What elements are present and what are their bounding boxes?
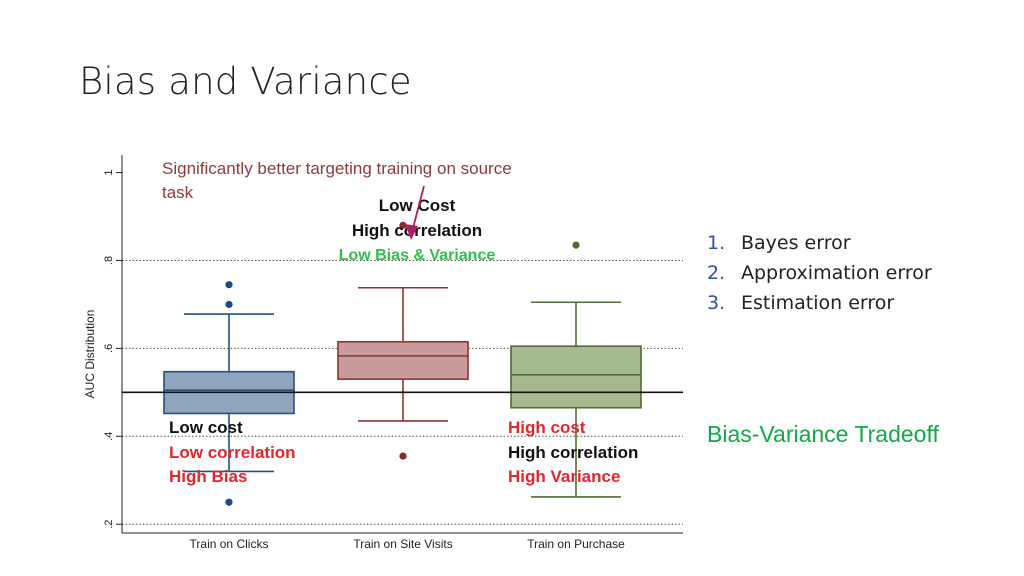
outlier-point [225,498,233,506]
purchase-annotation: High Variance [508,467,620,486]
clicks-annotation: Low correlation [169,443,296,462]
box [510,345,642,409]
clicks-annotation: High Bias [169,467,247,486]
list-item: 1. Bayes error [707,228,932,258]
outlier-point [225,281,233,289]
annotation-arrow-head [405,224,418,240]
outlier-point [399,452,407,460]
tradeoff-label: Bias-Variance Tradeoff [707,421,939,447]
error-list: 1. Bayes error 2. Approximation error 3. Es… [707,228,932,318]
x-tick-label: Train on Purchase [527,537,625,551]
list-number: 3. [707,292,726,314]
list-text: Approximation error [741,262,932,284]
purchase-annotation: High cost [508,418,586,437]
outlier-point [225,300,233,309]
list-number: 2. [707,262,726,284]
annotation-arrow [411,185,425,233]
slide-title: Bias and Variance [79,60,412,103]
y-tick-label: .6 [103,344,115,353]
y-tick-label: 1 [103,170,115,176]
list-text: Estimation error [741,292,895,314]
source-note-annotation: Significantly better targeting training … [162,159,512,178]
y-axis-label: AUC Distribution [83,310,97,399]
list-text: Bayes error [741,232,851,254]
y-tick-label: .8 [103,256,115,265]
y-tick-label: .2 [103,520,115,529]
list-item: 2. Approximation error [707,258,932,288]
source-note-annotation: task [162,183,194,202]
purchase-annotation: High correlation [508,443,638,462]
clicks-annotation: Low cost [169,418,243,437]
site-visits-annotation: Low Cost [379,196,456,215]
x-tick-label: Train on Clicks [190,537,269,551]
x-tick-label: Train on Site Visits [353,537,452,551]
list-item: 3. Estimation error [707,288,932,318]
site-visits-annotation: High correlation [352,221,482,240]
outlier-point [399,221,407,229]
outlier-point [572,241,580,249]
site-visits-annotation: Low Bias & Variance [339,247,496,264]
y-tick-label: .4 [103,432,115,441]
box [337,341,469,380]
list-number: 1. [707,232,726,254]
